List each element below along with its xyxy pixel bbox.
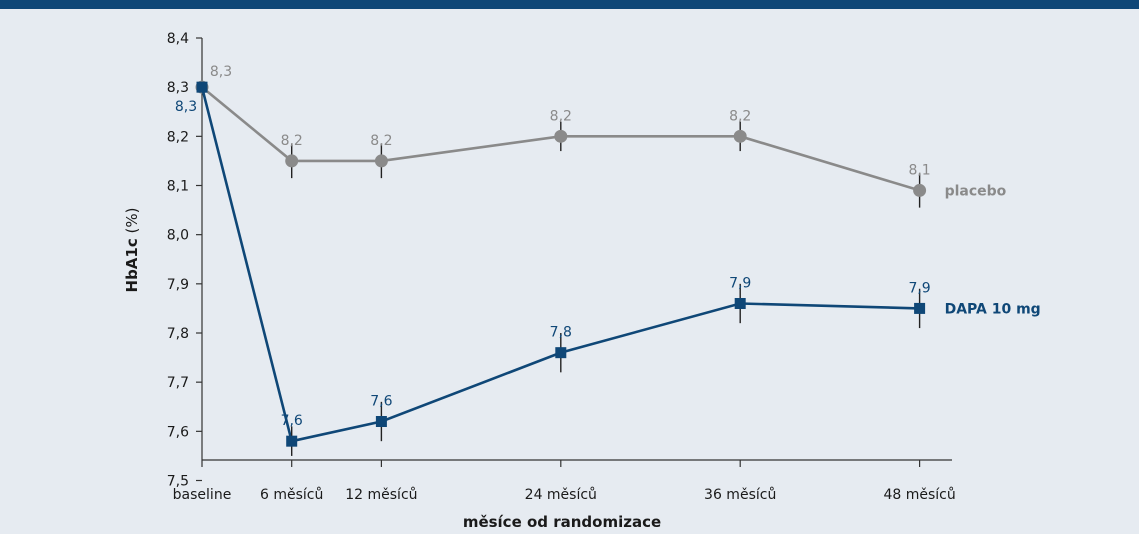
data-label: 8,2 xyxy=(370,133,392,149)
data-point xyxy=(375,416,387,427)
y-tick-label: 7,6 xyxy=(167,424,189,440)
x-axis: baseline 6 měsíců 12 měsíců 24 měsíců 36 měs… xyxy=(173,459,956,503)
y-tick-label: 8,1 xyxy=(167,179,189,195)
data-point xyxy=(285,154,299,168)
data-label: 8,3 xyxy=(175,99,197,115)
x-tick-label: 12 měsíců xyxy=(345,487,417,503)
series-line xyxy=(200,86,920,443)
series-layer: 8,3 8,2 8,2 8,2 8,2 8,1 placebo 8,3 7,6 7,6 7,8 7,9… xyxy=(175,64,1041,456)
x-tick-label: baseline xyxy=(173,487,232,503)
data-label: 8,2 xyxy=(281,133,303,149)
x-tick-label: 36 měsíců xyxy=(704,487,776,503)
y-tick-label: 8,2 xyxy=(167,129,189,145)
data-label: 7,6 xyxy=(281,413,303,429)
series-dapa: 8,3 7,6 7,6 7,8 7,9 7,9 DAPA 10 mg xyxy=(175,81,1041,456)
x-tick-label: 24 měsíců xyxy=(525,487,597,503)
y-tick-label: 8,4 xyxy=(167,31,189,47)
data-label: 7,6 xyxy=(370,394,392,410)
data-label: 8,3 xyxy=(210,64,232,80)
y-tick-label: 8,3 xyxy=(167,80,189,96)
series-placebo: 8,3 8,2 8,2 8,2 8,2 8,1 placebo xyxy=(195,64,1007,208)
data-point xyxy=(286,435,298,447)
y-axis-label-main: HbA1c xyxy=(123,238,141,292)
y-tick-label: 7,8 xyxy=(167,326,189,342)
data-point xyxy=(914,302,926,314)
top-banner xyxy=(0,0,1139,9)
data-label: 7,8 xyxy=(550,325,572,341)
x-tick-label: 48 měsíců xyxy=(883,487,955,503)
y-tick-label: 7,7 xyxy=(167,375,189,391)
data-point xyxy=(733,129,747,143)
data-point xyxy=(374,154,388,168)
series-name-label: DAPA 10 mg xyxy=(945,301,1041,317)
data-point xyxy=(555,347,567,359)
y-tick-label: 7,5 xyxy=(167,474,189,490)
series-name-label: placebo xyxy=(945,183,1007,199)
data-label: 7,9 xyxy=(729,276,751,292)
x-axis-label: měsíce od randomizace xyxy=(463,513,661,531)
y-tick-label: 8,0 xyxy=(167,228,189,244)
x-tick-label: 6 měsíců xyxy=(260,487,323,503)
data-label: 8,1 xyxy=(908,162,930,178)
data-label: 8,2 xyxy=(729,108,751,124)
y-axis-label: HbA1c (%) xyxy=(123,208,141,293)
series-line xyxy=(201,86,920,192)
data-point xyxy=(196,81,208,93)
data-point xyxy=(554,129,568,143)
data-label: 7,9 xyxy=(908,280,930,296)
y-tick-label: 7,9 xyxy=(167,277,189,293)
data-point xyxy=(913,183,927,197)
data-label: 8,2 xyxy=(550,108,572,124)
y-axis-label-unit: (%) xyxy=(123,208,141,239)
data-point xyxy=(734,298,746,309)
